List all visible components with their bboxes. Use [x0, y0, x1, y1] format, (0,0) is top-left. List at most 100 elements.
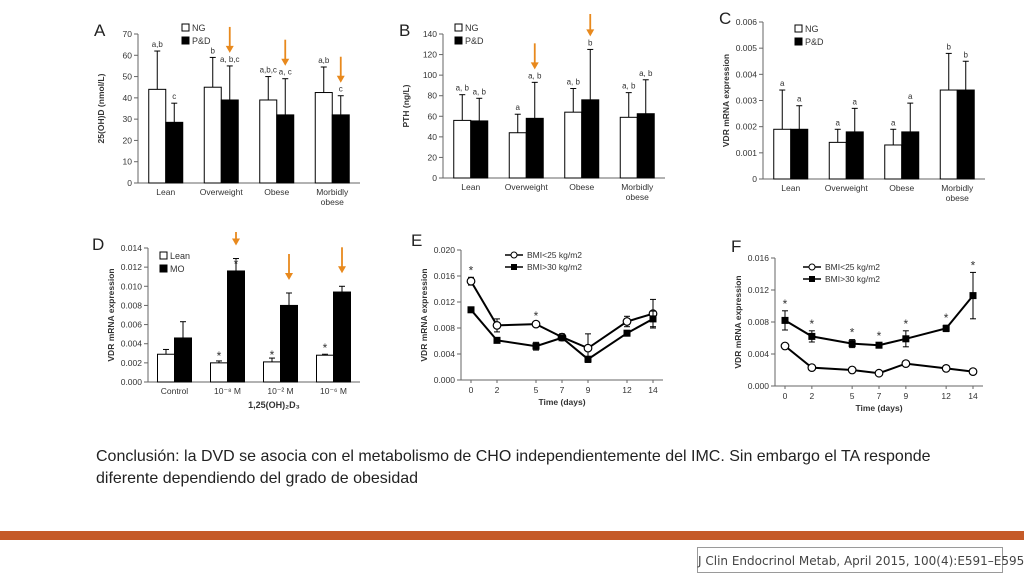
chart-panel-e: E 0.000 0.004 0.008 0.012 0.016 0.020 VDR mRNA … — [405, 232, 695, 422]
panel-b-highlight-arrow — [530, 43, 539, 70]
panel-a-legend-swatch — [181, 23, 190, 32]
panel-f-point-lean — [780, 341, 790, 351]
panel-c-legend-label: NG — [805, 24, 819, 34]
line-chart-f: F 0.000 0.004 0.008 0.012 0.016 VDR mRNA expre… — [731, 237, 983, 413]
panel-f-y-tick-label: 0.008 — [748, 317, 770, 327]
panel-a-bar-pd — [331, 114, 350, 184]
panel-e-point-obese — [584, 355, 592, 363]
panel-a-legend-label: NG — [192, 23, 206, 33]
panel-f-x-axis-title: Time (days) — [855, 403, 902, 413]
panel-f-point-lean — [807, 363, 817, 373]
panel-c-y-tick-label: 0.004 — [736, 69, 758, 79]
panel-e-point-obese — [649, 315, 657, 323]
panel-d-x-tick-label: 10⁻² M — [267, 386, 293, 396]
bar-chart-d: D 0.000 0.002 0.004 0.006 0.008 0.010 0.012 0.01… — [92, 232, 360, 410]
panel-b-x-tick-label: Morbidly — [621, 182, 654, 192]
panel-c-bar-pd — [790, 128, 809, 180]
panel-c-y-tick-label: 0.005 — [736, 43, 758, 53]
panel-b-y-tick-label: 60 — [428, 111, 438, 121]
panel-a-x-tick-label: Overweight — [200, 187, 244, 197]
panel-b-x-tick-label: obese — [626, 192, 649, 202]
panel-e-x-tick-label: 0 — [469, 385, 474, 395]
panel-d-label: D — [92, 235, 104, 254]
panel-e-y-tick-label: 0.008 — [434, 323, 456, 333]
panel-e-point-obese — [532, 342, 540, 350]
panel-c-bar-annotation: b — [964, 50, 969, 59]
panel-c-bar-annotation: a — [797, 95, 802, 104]
panel-e-x-tick-label: 9 — [586, 385, 591, 395]
panel-d-bar-lean — [210, 362, 228, 383]
panel-c-x-tick-label: Overweight — [825, 183, 869, 193]
panel-b-bar-pd — [581, 99, 600, 179]
panel-b-legend-swatch — [454, 36, 463, 45]
panel-a-y-tick-label: 70 — [123, 29, 133, 39]
panel-c-y-tick-label: 0.002 — [736, 122, 758, 132]
panel-c-y-tick-label: 0.003 — [736, 96, 758, 106]
panel-a-legend-swatch — [181, 36, 190, 45]
panel-e-label: E — [411, 232, 422, 250]
panel-d-bar-mo — [227, 270, 245, 383]
panel-e-point-lean — [531, 319, 541, 329]
panel-d-y-tick-label: 0.002 — [121, 358, 143, 368]
panel-a-x-tick-label: Obese — [264, 187, 289, 197]
panel-c-label: C — [719, 10, 731, 28]
panel-f-legend-label: BMI<25 kg/m2 — [825, 262, 880, 272]
panel-d-y-tick-label: 0.004 — [121, 339, 143, 349]
panel-f-significance-star: * — [783, 297, 788, 311]
panel-b-x-tick-label: Lean — [461, 182, 480, 192]
panel-b-legend-swatch — [454, 23, 463, 32]
panel-b-bar-annotation: a, b — [639, 69, 653, 78]
panel-c-x-tick-label: obese — [946, 193, 969, 203]
panel-b-x-tick-label: Obese — [569, 182, 594, 192]
panel-a-x-tick-label: Lean — [156, 187, 175, 197]
panel-d-highlight-arrow — [285, 253, 293, 280]
panel-b-highlight-arrow-head — [586, 29, 595, 37]
panel-a-bar-pd — [165, 121, 184, 184]
panel-e-x-tick-label: 7 — [560, 385, 565, 395]
panel-e-point-obese — [558, 334, 566, 342]
panel-e-point-lean — [583, 343, 593, 353]
panel-f-legend: BMI<25 kg/m2 BMI>30 kg/m2 — [803, 262, 880, 284]
panel-a-label: A — [94, 21, 106, 40]
panel-b-highlight-arrow-head — [530, 62, 539, 70]
footer-accent-bar — [0, 531, 1024, 540]
panel-d-legend-swatch — [159, 251, 168, 260]
panel-c-y-tick-label: 0.006 — [736, 17, 758, 27]
panel-b-y-tick-label: 140 — [423, 29, 437, 39]
panel-e-point-obese — [467, 306, 475, 314]
panel-d-legend-label: MO — [170, 264, 185, 274]
panel-d-highlight-arrow-head — [285, 272, 293, 280]
panel-c-x-tick-label: Morbidly — [941, 183, 974, 193]
panel-b-bar-pd — [636, 113, 655, 179]
panel-b-bar-ng — [619, 116, 638, 179]
panel-a-bar-annotation: a,b — [152, 40, 164, 49]
panel-b-y-tick-label: 40 — [428, 132, 438, 142]
panel-a-highlight-arrow-head — [336, 75, 345, 83]
panel-f-x-tick-label: 0 — [783, 391, 788, 401]
panel-f-significance-star: * — [877, 329, 882, 343]
panel-d-x-tick-label: 10⁻⁶ M — [320, 386, 347, 396]
panel-f-point-obese — [969, 292, 977, 300]
panel-f-legend-marker — [809, 276, 815, 282]
panel-a-y-tick-label: 20 — [123, 135, 133, 145]
panel-b-highlight-arrow — [586, 14, 595, 37]
panel-c-bar-ng — [884, 144, 903, 180]
panel-a-bar-pd — [276, 114, 295, 184]
panel-d-x-tick-label: 10⁻⁸ M — [214, 386, 241, 396]
panel-b-bar-annotation: a, b — [456, 84, 470, 93]
panel-e-point-lean — [492, 320, 502, 330]
panel-e-point-obese — [623, 329, 631, 337]
panel-d-bar-mo — [174, 337, 192, 383]
panel-e-y-tick-label: 0.012 — [434, 297, 456, 307]
panel-b-bar-annotation: a — [516, 103, 521, 112]
panel-a-y-tick-label: 50 — [123, 72, 133, 82]
panel-f-significance-star: * — [944, 311, 949, 325]
panel-b-x-tick-label: Overweight — [505, 182, 549, 192]
panel-c-x-tick-label: Obese — [889, 183, 914, 193]
panel-f-point-lean — [874, 368, 884, 378]
panel-a-bar-pd — [220, 99, 239, 184]
panel-a-bar-annotation: c — [172, 92, 176, 101]
panel-e-y-tick-label: 0.020 — [434, 245, 456, 255]
panel-b-bar-ng — [564, 111, 583, 179]
panel-e-point-lean — [622, 317, 632, 326]
